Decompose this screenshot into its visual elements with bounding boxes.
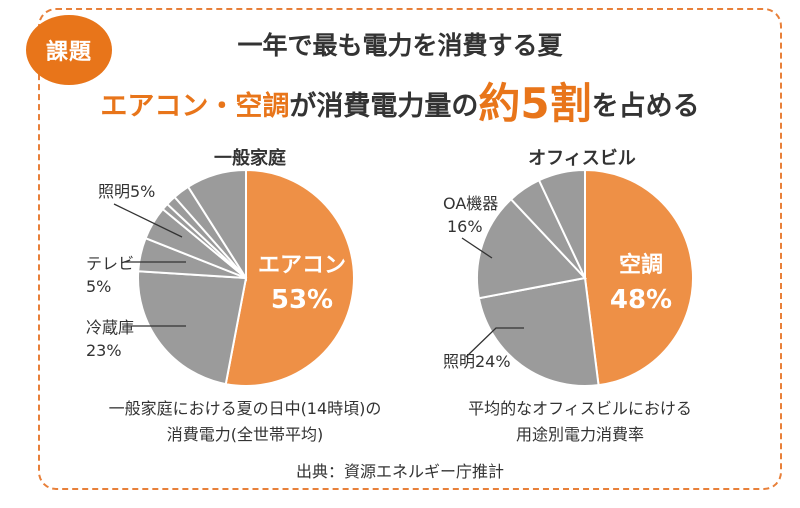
home-caption-line-2: 消費電力(全世帯平均)	[166, 425, 324, 444]
topic-badge: 課題	[26, 15, 112, 85]
headline-end: を占める	[591, 91, 700, 122]
office-caption-line-1: 平均的なオフィスビルにおける	[468, 399, 692, 418]
office-leader-lighting	[465, 327, 524, 358]
headline-mid: が消費電力量の	[289, 91, 479, 122]
home-chart-title: 一般家庭	[214, 148, 286, 169]
office-label-lighting: 照明24%	[443, 352, 511, 371]
pie-0-main-value: 53%	[271, 285, 333, 315]
headline-line-1: 一年で最も電力を消費する夏	[237, 31, 563, 60]
headline-ratio: 約5割	[478, 79, 592, 128]
home-label-fridge-value: 23%	[86, 341, 122, 360]
office-leader-oa	[461, 237, 493, 259]
home-label-tv-name: テレビ	[86, 254, 135, 273]
pie-1-slice-4	[537, 168, 586, 279]
home-label-lighting: 照明5%	[98, 182, 156, 201]
headline-ac: エアコン・空調	[100, 91, 290, 122]
pie-0-main-label: エアコン	[258, 253, 346, 278]
office-label-oa-value: 16%	[447, 217, 483, 236]
office-label-oa-name: OA機器	[443, 194, 499, 213]
pie-0-slice-7	[186, 168, 247, 282]
pie-0-slice-1	[137, 270, 248, 386]
office-caption-line-2: 用途別電力消費率	[515, 425, 644, 444]
home-leader-lighting	[113, 203, 183, 238]
home-label-fridge-name: 冷蔵庫	[86, 318, 135, 337]
pie-1-slice-0	[584, 168, 695, 387]
dashed-frame	[38, 8, 782, 490]
pie-0-slice-0	[224, 168, 355, 387]
source-note: 出典：資源エネルギー庁推計	[295, 462, 504, 481]
pie-1-slice-1	[477, 276, 600, 387]
headline-line-2: エアコン・空調が消費電力量の約5割を占める	[0, 82, 800, 129]
pie-1-slice-2	[476, 197, 587, 300]
pie-1-main-value: 48%	[610, 285, 672, 315]
office-caption: 平均的なオフィスビルにおける 用途別電力消費率	[420, 396, 740, 448]
home-caption-line-1: 一般家庭における夏の日中(14時頃)の	[108, 399, 382, 418]
home-caption: 一般家庭における夏の日中(14時頃)の 消費電力(全世帯平均)	[85, 396, 405, 448]
office-chart-title: オフィスビル	[528, 148, 636, 169]
pie-1-main-label: 空調	[619, 252, 663, 278]
home-label-tv-value: 5%	[86, 277, 112, 296]
